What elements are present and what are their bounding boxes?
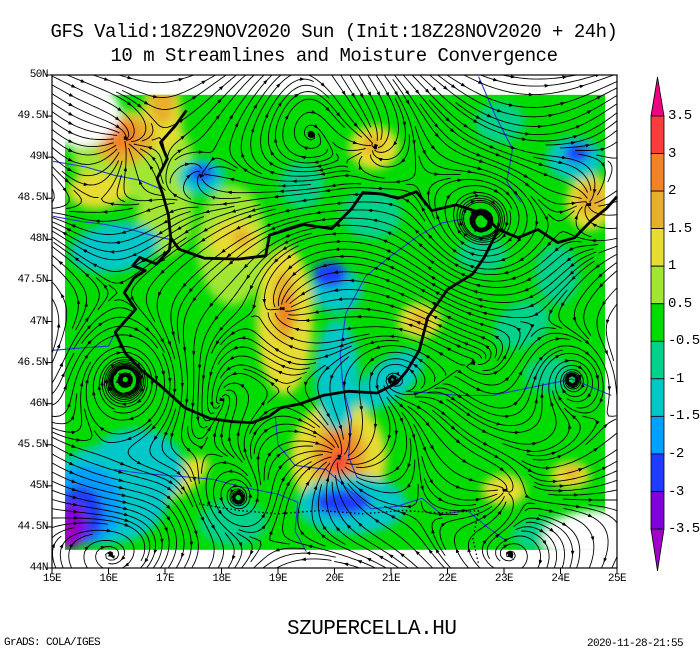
shading-patch bbox=[313, 489, 371, 516]
lat-tick-label: 44N bbox=[29, 562, 49, 574]
colorbar-tick-label: -1.5 bbox=[668, 408, 700, 425]
lat-tick-label: 46.5N bbox=[17, 356, 48, 369]
colorbar-tick-label: 3.5 bbox=[668, 108, 692, 124]
colorbar-tick-label: 0.5 bbox=[668, 295, 692, 312]
dotted-border bbox=[198, 503, 479, 515]
lat-tick-label: 44.5N bbox=[17, 520, 48, 533]
shading-patch bbox=[64, 517, 78, 550]
title-line-1: GFS Valid:18Z29NOV2020 Sun (Init:18Z28NO… bbox=[50, 21, 618, 43]
colorbar-segment bbox=[650, 415, 665, 455]
lon-tick-label: 19E bbox=[268, 573, 288, 585]
lon-tick-label: 25E bbox=[607, 573, 627, 585]
lon-tick-label: 22E bbox=[438, 573, 457, 585]
shading-patch bbox=[331, 449, 347, 473]
colorbar-segment bbox=[650, 303, 665, 342]
dotted-border bbox=[472, 510, 480, 565]
colorbar-segment bbox=[650, 453, 665, 492]
lat-tick-label: 50N bbox=[29, 69, 49, 81]
colorbar-tick-label: 1 bbox=[668, 258, 676, 275]
lon-tick-label: 21E bbox=[381, 573, 401, 585]
lat-tick-label: 46N bbox=[29, 397, 49, 410]
watermark-label: SZUPERCELLA.HU bbox=[287, 618, 457, 641]
lat-tick-label: 47.5N bbox=[17, 274, 48, 287]
plot-area bbox=[46, 74, 619, 574]
colorbar-segment bbox=[650, 340, 665, 380]
lat-tick-label: 48.5N bbox=[17, 192, 48, 205]
shading-patch bbox=[67, 172, 128, 209]
shading-patch bbox=[64, 94, 120, 147]
colorbar-segment bbox=[650, 378, 665, 417]
shading-patch bbox=[493, 300, 551, 350]
colorbar-segment bbox=[650, 190, 665, 230]
colorbar-tick-label: 1.5 bbox=[668, 220, 692, 237]
colorbar-arrow-bottom bbox=[650, 528, 665, 572]
timestamp-label: 2020-11-28-21:55 bbox=[586, 638, 684, 650]
moisture-convergence-shading bbox=[64, 94, 606, 550]
colorbar-segment bbox=[650, 265, 665, 305]
colorbar-tick-label: -1 bbox=[668, 370, 684, 387]
lat-tick-label: 45N bbox=[29, 479, 49, 492]
colorbar bbox=[650, 76, 665, 572]
lon-tick-label: 18E bbox=[212, 573, 231, 585]
colorbar-segment bbox=[650, 228, 665, 267]
shading-patch bbox=[457, 236, 507, 273]
lat-tick-label: 49.5N bbox=[17, 110, 48, 123]
colorbar-segment bbox=[650, 491, 665, 530]
colorbar-tick-label: 2 bbox=[668, 183, 676, 200]
shading-patch bbox=[563, 466, 580, 480]
colorbar-tick-label: -2 bbox=[668, 445, 684, 462]
hungary-border-outline bbox=[113, 190, 500, 424]
lon-tick-label: 23E bbox=[494, 573, 514, 585]
lon-tick-label: 20E bbox=[325, 573, 344, 585]
colorbar-tick-label: -3.5 bbox=[668, 521, 700, 538]
lat-tick-label: 47N bbox=[29, 315, 49, 328]
shading-patch bbox=[313, 261, 347, 288]
shading-patch bbox=[564, 143, 590, 163]
lon-tick-label: 15E bbox=[42, 573, 62, 585]
shading-patch bbox=[543, 510, 606, 550]
lat-tick-label: 48N bbox=[29, 233, 49, 246]
title-line-2: 10 m Streamlines and Moisture Convergenc… bbox=[110, 45, 558, 67]
shading-patch bbox=[189, 164, 215, 183]
lon-tick-label: 16E bbox=[99, 573, 118, 585]
lat-tick-label: 49N bbox=[29, 151, 49, 164]
shading-patch bbox=[524, 356, 575, 393]
plot-title: GFS Valid:18Z29NOV2020 Sun (Init:18Z28NO… bbox=[34, 21, 634, 67]
lat-tick-label: 45.5N bbox=[17, 438, 48, 451]
grads-credit-label: GrADS: COLA/IGES bbox=[4, 637, 101, 649]
streamlines-layer bbox=[52, 75, 617, 568]
colorbar-segment bbox=[650, 115, 665, 154]
shading-patch bbox=[277, 293, 293, 330]
colorbar-tick-label: -0.5 bbox=[668, 333, 700, 350]
colorbar-arrow-top bbox=[650, 76, 665, 117]
shading-patch bbox=[475, 102, 525, 144]
colorbar-tick-label: -3 bbox=[668, 483, 684, 500]
axis-ticks bbox=[46, 74, 618, 574]
shading-patch bbox=[535, 244, 580, 306]
colorbar-segment bbox=[650, 153, 665, 192]
lon-tick-label: 17E bbox=[155, 573, 175, 585]
colorbar-tick-label: 3 bbox=[668, 145, 676, 162]
lon-tick-label: 24E bbox=[551, 573, 570, 585]
